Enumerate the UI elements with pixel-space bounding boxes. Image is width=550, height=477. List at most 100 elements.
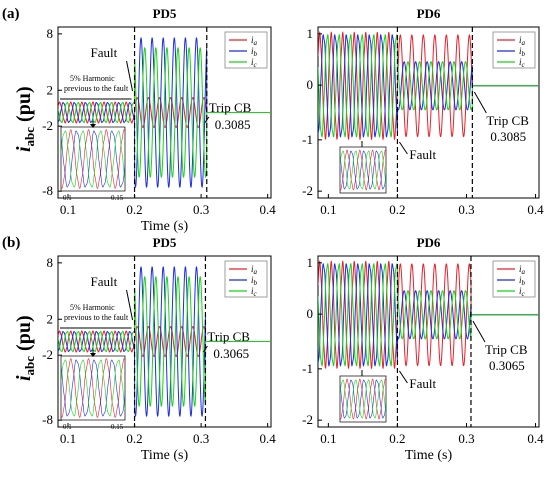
y-axis-label: iabc (pu) <box>13 315 37 381</box>
inset-traces <box>340 378 386 420</box>
y-tick-label: 2 <box>47 311 54 326</box>
inset-series-line <box>340 379 386 419</box>
fault-arrow <box>399 370 408 384</box>
fault-label: Fault <box>91 274 118 289</box>
y-tick-label: -2 <box>42 347 53 362</box>
fault-arrow <box>126 289 134 321</box>
inset-tick-label: 0.15 <box>111 423 124 431</box>
legend-entry: ic <box>519 286 526 298</box>
harmonic-note-line2: previous to the fault <box>64 84 129 93</box>
legend-entry: ic <box>519 57 526 69</box>
trip-time-label: 0.3065 <box>213 346 249 361</box>
x-tick-label: 0.3 <box>193 431 209 446</box>
traces <box>58 266 271 418</box>
fault-label: Fault <box>409 376 436 391</box>
x-tick-label: 0.2 <box>389 202 405 217</box>
trip-label: Trip CB <box>485 342 528 357</box>
chart-title: PD5 <box>153 235 177 250</box>
traces <box>318 31 539 141</box>
y-tick-label: -8 <box>42 183 53 198</box>
y-tick-label: 1 <box>307 26 314 41</box>
x-axis-label: Time (s) <box>405 448 453 463</box>
inset-series-line <box>61 359 125 417</box>
inset-series-line <box>61 130 125 188</box>
trip-arrow <box>203 345 208 353</box>
x-tick-label: 0.4 <box>527 431 544 446</box>
trip-arrow <box>472 320 486 343</box>
x-tick-label: 0.1 <box>320 431 336 446</box>
trip-label: Trip CB <box>207 329 250 344</box>
harmonic-note-line2: previous to the fault <box>64 313 129 322</box>
x-axis-label: Time (s) <box>141 219 189 234</box>
x-tick-label: 0.1 <box>320 202 336 217</box>
inset-series-line <box>61 359 125 417</box>
chart-title: PD5 <box>153 6 177 21</box>
legend-entry: ic <box>251 286 258 298</box>
harmonic-note-line1: 5% Harmonic <box>70 303 115 312</box>
trip-label: Trip CB <box>209 100 252 115</box>
panel-label: (b) <box>2 235 20 251</box>
y-tick-label: -2 <box>302 183 313 198</box>
x-tick-label: 0.1 <box>60 431 76 446</box>
inset-traces <box>61 358 125 418</box>
inset-pointer-head <box>90 353 96 357</box>
zoom-inset: 0.1 0.15 <box>60 121 126 202</box>
x-tick-label: 0.3 <box>458 431 474 446</box>
zoom-inset <box>339 370 387 423</box>
trip-arrow <box>473 91 487 114</box>
x-tick-label: 0.2 <box>126 202 142 217</box>
series-line-ic <box>58 46 271 179</box>
legend-entry: ic <box>251 57 258 69</box>
inset-series-line <box>61 129 125 189</box>
zoom-inset <box>339 141 387 194</box>
y-axis-label: iabc (pu) <box>13 86 37 152</box>
fault-label: Fault <box>91 45 118 60</box>
y-tick-label: 0 <box>307 77 314 92</box>
series-line-ic <box>58 275 271 408</box>
inset-series-line <box>61 130 125 188</box>
fault-arrow <box>399 141 408 155</box>
traces <box>318 260 539 370</box>
x-tick-label: 0.4 <box>527 202 544 217</box>
legend-entry: ib <box>251 275 258 287</box>
trip-arrow <box>204 116 210 124</box>
trip-time-label: 0.3085 <box>490 129 526 144</box>
chart-title: PD6 <box>417 235 441 250</box>
panel-label: (a) <box>2 6 20 22</box>
trip-label: Trip CB <box>486 113 529 128</box>
zoom-inset: 0.1 0.15 <box>60 350 126 431</box>
inset-series-line <box>340 150 386 190</box>
y-tick-label: 1 <box>307 255 314 270</box>
x-tick-label: 0.2 <box>126 431 142 446</box>
y-tick-label: -1 <box>302 361 313 376</box>
fault-label: Fault <box>409 147 436 162</box>
y-tick-label: -2 <box>42 118 53 133</box>
series-line-ic <box>318 262 539 367</box>
inset-traces <box>61 129 125 189</box>
y-tick-label: 0 <box>307 306 314 321</box>
legend-entry: ia <box>251 35 258 47</box>
legend-entry: ib <box>251 46 258 58</box>
inset-traces <box>340 149 386 191</box>
legend-entry: ia <box>519 35 526 47</box>
y-tick-label: -1 <box>302 132 313 147</box>
inset-series-line <box>340 378 386 420</box>
chart-title: PD6 <box>417 6 441 21</box>
trip-time-label: 0.3085 <box>215 117 251 132</box>
fault-arrow <box>126 60 134 92</box>
x-tick-label: 0.4 <box>260 202 277 217</box>
legend-entry: ib <box>519 46 526 58</box>
trip-time-label: 0.3065 <box>489 358 525 373</box>
inset-tick-label: 0.1 <box>63 194 72 202</box>
inset-tick-label: 0.15 <box>111 194 124 202</box>
traces <box>58 37 271 189</box>
y-tick-label: 8 <box>47 255 54 270</box>
y-tick-label: -2 <box>302 412 313 427</box>
